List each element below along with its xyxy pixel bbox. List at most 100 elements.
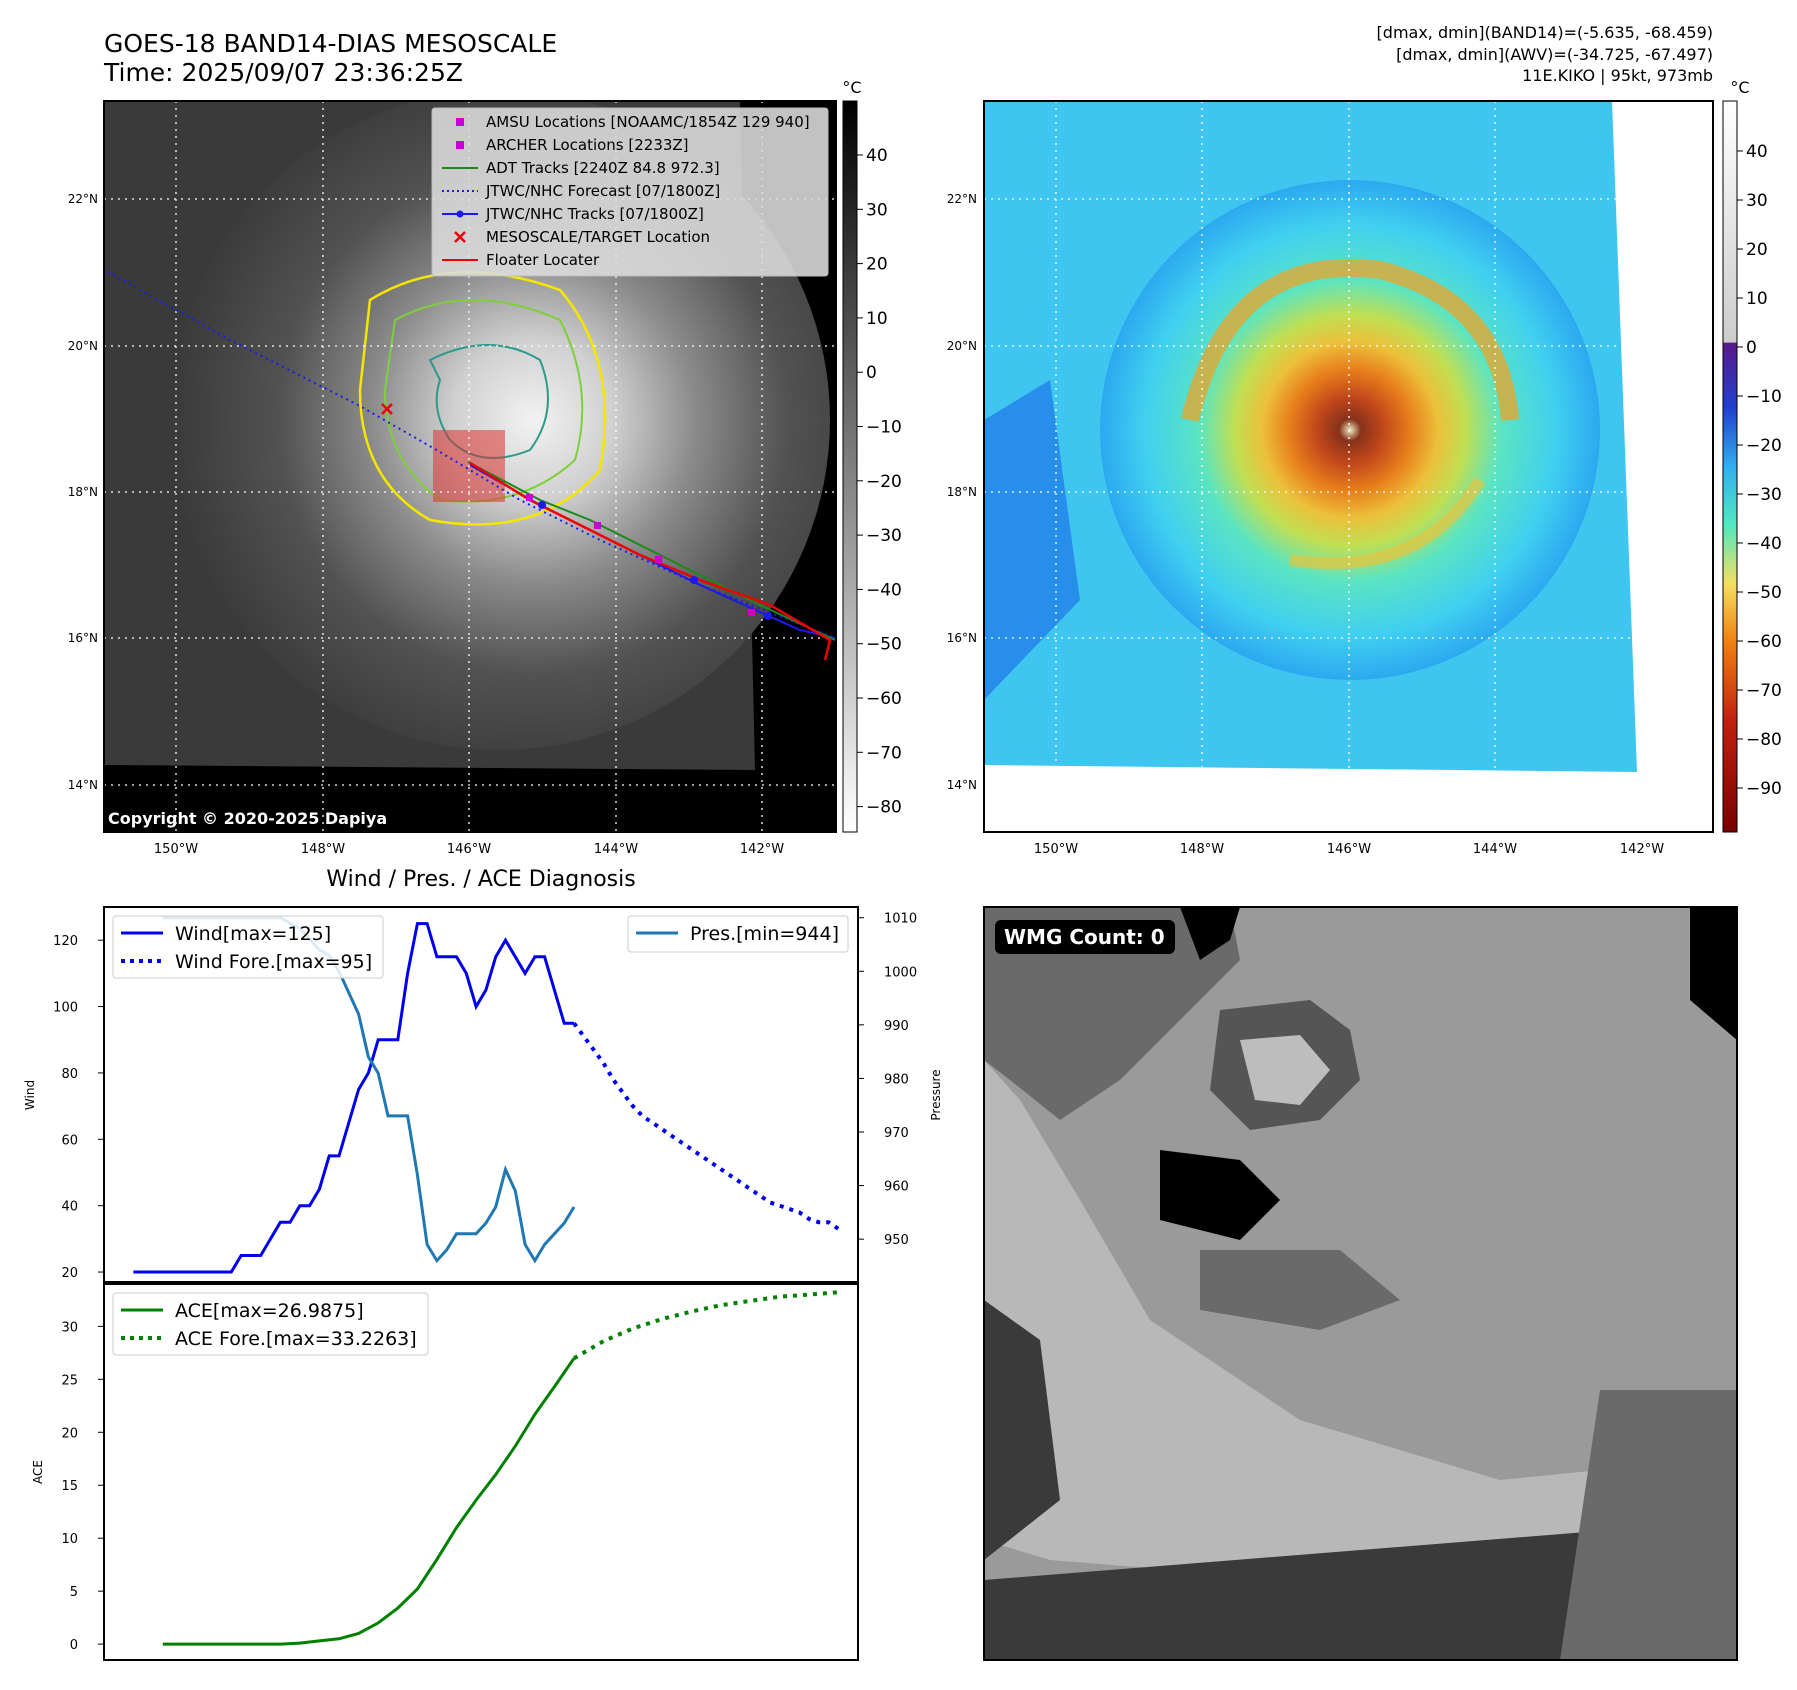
awv-lon-label-1: 148°W	[1180, 842, 1224, 857]
ir-lat-label-3: 16°N	[68, 631, 98, 645]
awv-cb-label-2: 20	[1746, 240, 1768, 260]
legend-label-2: ADT Tracks [2240Z 84.8 972.3]	[486, 159, 720, 177]
awv-lat-label-3: 16°N	[947, 631, 977, 645]
legend-marker-1	[456, 141, 464, 149]
legend-marker-dot-4	[456, 210, 464, 218]
ir-cb-label-6: −20	[866, 472, 902, 492]
awv-lon-label-3: 144°W	[1473, 842, 1517, 857]
awv-cb-label-5: −10	[1746, 387, 1782, 407]
ace-tick-label-5: 5	[70, 1585, 78, 1600]
legend-pres: Pres.[min=944]	[690, 923, 839, 945]
awv-cb-label-11: −70	[1746, 681, 1782, 701]
ace-tick-label-0: 30	[61, 1320, 78, 1335]
awv-cb-label-4: 0	[1746, 338, 1757, 358]
pres-tick-label-1: 1000	[884, 965, 917, 980]
awv-colorbar-unit: °C	[1730, 78, 1749, 97]
awv-map-panel	[983, 100, 1714, 833]
wmg-panel: WMG Count: 0	[983, 906, 1738, 1661]
copyright-text: Copyright © 2020-2025 Dapiya	[108, 809, 387, 828]
awv-cb-label-0: 40	[1746, 142, 1768, 162]
awv-lat-label-4: 14°N	[947, 778, 977, 792]
legend-label-0: AMSU Locations [NOAAMC/1854Z 129 940]	[486, 113, 810, 131]
ir-cb-label-5: −10	[866, 418, 902, 438]
awv-cb-label-9: −50	[1746, 583, 1782, 603]
ir-lat-label-4: 14°N	[68, 778, 98, 792]
ace-axis-label: ACE	[31, 1460, 45, 1484]
ir-cb-label-7: −30	[866, 526, 902, 546]
diagnosis-title: Wind / Pres. / ACE Diagnosis	[326, 867, 635, 892]
legend-ace: ACE[max=26.9875]	[175, 1300, 364, 1322]
ace-tick-label-4: 10	[61, 1532, 78, 1547]
awv-lat-label-1: 20°N	[947, 339, 977, 353]
ir-cb-label-3: 10	[866, 309, 888, 329]
awv-cb-label-6: −20	[1746, 436, 1782, 456]
ace-chart-series-0	[162, 1357, 576, 1646]
ace-tick-label-3: 15	[61, 1479, 78, 1494]
ace-chart-series-1	[572, 1290, 839, 1361]
forecast-track	[107, 271, 836, 639]
ir-cb-label-10: −60	[866, 689, 902, 709]
awv-storm	[1100, 180, 1600, 680]
wind-pressure-chart: Wind / Pres. / ACE Diagnosis 120 100 80 60 4…	[23, 867, 943, 1283]
floater-track	[469, 461, 832, 661]
ir-cb-label-0: 40	[866, 146, 888, 166]
awv-cb-label-8: −40	[1746, 534, 1782, 554]
wind-axis-label: Wind	[23, 1080, 37, 1110]
awv-lon-label-4: 142°W	[1620, 842, 1664, 857]
wind-tick-label-5: 20	[61, 1266, 78, 1281]
ir-cb-label-4: 0	[866, 363, 877, 383]
ir-lon-label-1: 148°W	[301, 842, 345, 857]
legend-wind-fore: Wind Fore.[max=95]	[175, 951, 372, 973]
wind-legend: Wind[max=125] Wind Fore.[max=95]	[112, 915, 384, 979]
wind-tick-label-4: 40	[61, 1200, 78, 1215]
ir-cb-label-11: −70	[866, 743, 902, 763]
awv-colorbar: °C 40 30 20 10 0 −10 −20 −30 −40 −50 −60 −70 −80 −90	[1722, 78, 1782, 833]
awv-cb-label-1: 30	[1746, 191, 1768, 211]
figure-time: Time: 2025/09/07 23:36:25Z	[103, 58, 463, 87]
ace-legend: ACE[max=26.9875] ACE Fore.[max=33.2263]	[112, 1292, 429, 1356]
awv-lat-label-0: 22°N	[947, 192, 977, 206]
pres-tick-label-0: 1010	[884, 912, 917, 927]
legend-wind: Wind[max=125]	[175, 923, 331, 945]
ir-cb-label-1: 30	[866, 200, 888, 220]
ir-lon-label-4: 142°W	[740, 842, 784, 857]
awv-cb-label-3: 10	[1746, 289, 1768, 309]
legend-ace-fore: ACE Fore.[max=33.2263]	[175, 1328, 417, 1350]
ir-colorbar: °C 40 30 20 10 0 −10 −20 −30 −40 −50 −60 −70 −80	[842, 78, 902, 833]
ir-cb-label-2: 20	[866, 255, 888, 275]
ir-lon-label-0: 150°W	[154, 842, 198, 857]
awv-cb-label-13: −90	[1746, 779, 1782, 799]
wind-chart-series-1	[572, 1022, 840, 1231]
figure-title: GOES-18 BAND14-DIAS MESOSCALE	[104, 29, 557, 58]
awv-lon-label-0: 150°W	[1034, 842, 1078, 857]
pres-tick-label-2: 990	[884, 1019, 909, 1034]
awv-cb-label-12: −80	[1746, 730, 1782, 750]
awv-gridlines	[984, 101, 1713, 832]
ace-tick-label-2: 20	[61, 1426, 78, 1441]
storm-info-text: 11E.KIKO | 95kt, 973mb	[1522, 66, 1713, 85]
legend-label-4: JTWC/NHC Tracks [07/1800Z]	[485, 205, 704, 223]
legend-marker-0	[456, 118, 464, 126]
wind-tick-label-3: 60	[61, 1133, 78, 1148]
ir-cb-label-9: −50	[866, 635, 902, 655]
pressure-axis-label: Pressure	[929, 1069, 943, 1120]
ir-lat-label-0: 22°N	[68, 192, 98, 206]
awv-cb-label-7: −30	[1746, 485, 1782, 505]
wmg-count-label: WMG Count: 0	[1004, 925, 1165, 949]
ace-tick-label-1: 25	[61, 1373, 78, 1388]
map-legend: AMSU Locations [NOAAMC/1854Z 129 940] ARC…	[431, 107, 829, 277]
legend-marker-5	[454, 231, 466, 243]
ir-colorbar-unit: °C	[842, 78, 861, 97]
wmg-count-box	[995, 920, 1175, 954]
dmax-awv-text: [dmax, dmin](AWV)=(-34.725, -67.497)	[1396, 45, 1713, 64]
ir-lat-label-2: 18°N	[68, 485, 98, 499]
legend-label-6: Floater Locater	[486, 251, 600, 269]
storm-tracks	[107, 271, 836, 661]
dmax-band14-text: [dmax, dmin](BAND14)=(-5.635, -68.459)	[1377, 23, 1713, 42]
awv-cb-label-10: −60	[1746, 632, 1782, 652]
legend-label-3: JTWC/NHC Forecast [07/1800Z]	[485, 182, 720, 200]
wind-chart-series-0	[133, 922, 574, 1274]
ir-lon-label-3: 144°W	[594, 842, 638, 857]
adt-track	[467, 461, 836, 641]
